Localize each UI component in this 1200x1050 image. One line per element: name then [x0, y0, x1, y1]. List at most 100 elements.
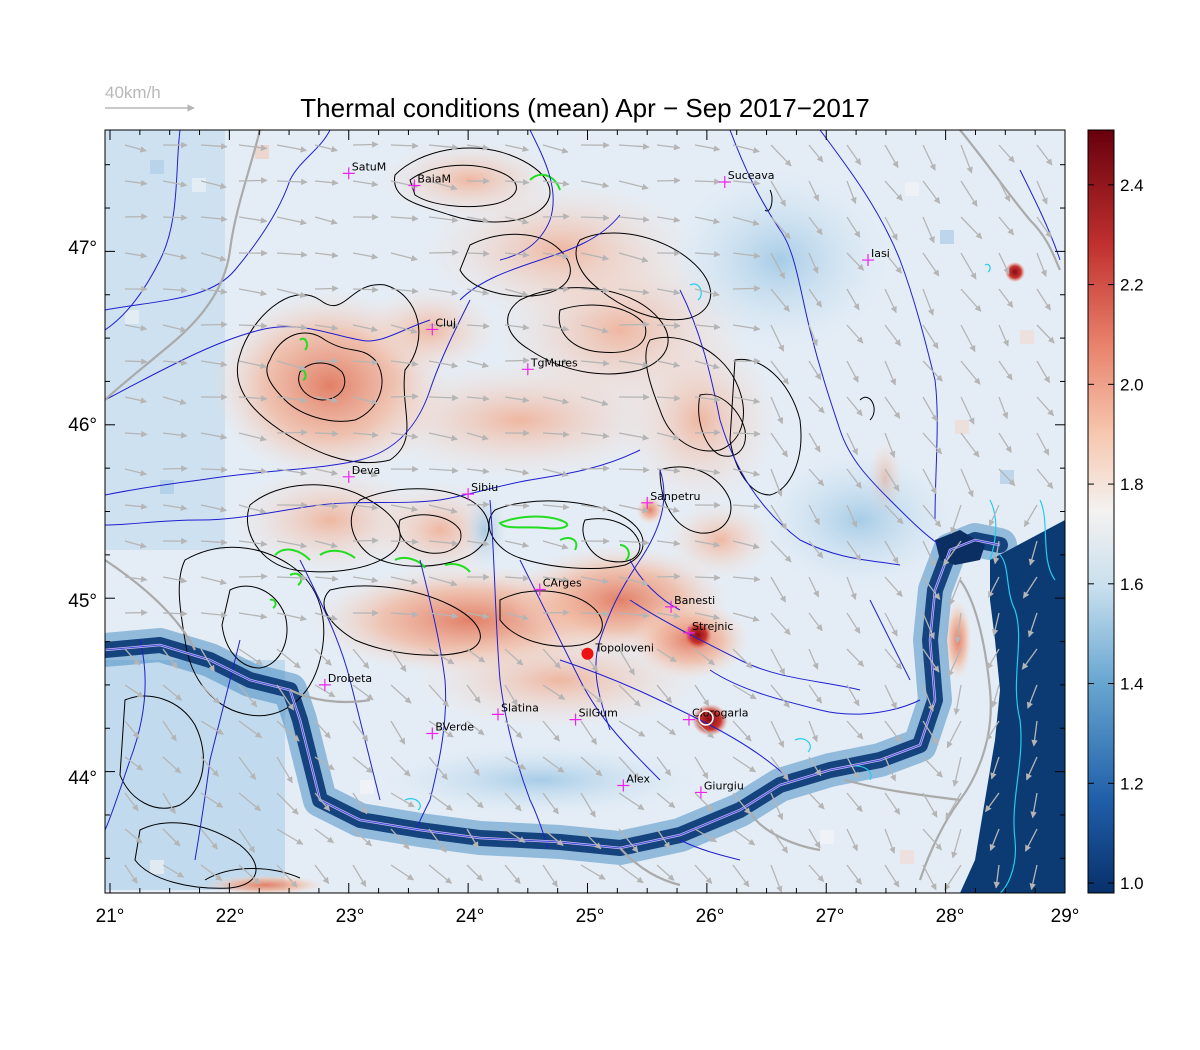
- wind-arrow: [162, 286, 188, 294]
- wind-arrow: [998, 216, 1015, 236]
- wind-arrow: [542, 792, 559, 815]
- wind-arrow: [846, 180, 857, 205]
- colorbar-tick-label: 1.2: [1120, 774, 1144, 793]
- city-cross-icon: [342, 470, 355, 483]
- wind-arrow: [998, 396, 1009, 420]
- colorbar: 1.0 1.2 1.4 1.6 1.8 2.0 2.2 2.4: [1087, 129, 1144, 894]
- wind-arrow: [200, 720, 224, 735]
- wind-arrow: [124, 144, 147, 153]
- wind-arrow: [770, 504, 788, 531]
- wind-arrow: [960, 216, 983, 240]
- wind-arrow: [238, 648, 263, 666]
- wind-arrow: [428, 612, 459, 620]
- wind-arrow: [428, 684, 449, 707]
- wind-arrow: [504, 251, 530, 258]
- wind-arrow: [732, 396, 761, 405]
- wind-arrow: [314, 756, 335, 771]
- city-cross-icon: [617, 779, 630, 792]
- summit-contours: [269, 173, 630, 609]
- wind-arrow: [732, 144, 760, 154]
- wind-arrow: [352, 431, 379, 439]
- wind-arrow: [200, 756, 219, 777]
- wind-arrow: [580, 792, 596, 818]
- wind-arrow: [162, 432, 188, 439]
- wind-arrow: [922, 828, 943, 851]
- wind-arrow: [1029, 864, 1038, 891]
- wind-arrow: [428, 467, 459, 474]
- wind-arrow: [732, 756, 757, 773]
- wind-arrow: [314, 864, 330, 885]
- wind-arrow: [884, 288, 897, 314]
- wind-arrow: [991, 684, 1000, 708]
- colorbar-tick-label: 2.0: [1120, 375, 1144, 394]
- wind-arrow: [124, 179, 148, 187]
- wind-arrow: [808, 288, 823, 308]
- wind-arrow: [1036, 396, 1055, 417]
- wind-arrow: [808, 252, 819, 274]
- wind-arrow: [949, 576, 962, 606]
- wind-arrow: [808, 576, 820, 598]
- wind-arrow: [276, 828, 304, 845]
- wind-arrow: [884, 720, 902, 743]
- wind-arrow: [694, 288, 720, 297]
- city-marker: Sanpetru: [641, 490, 700, 509]
- wind-arrow: [580, 756, 603, 777]
- city-marker: Suceava: [718, 169, 775, 189]
- wind-arrow: [656, 539, 681, 547]
- city-label: SilGum: [579, 707, 618, 720]
- wind-arrow: [618, 828, 639, 853]
- city-label: BVerde: [435, 720, 474, 733]
- wind-arrow: [884, 360, 896, 386]
- wind-arrow: [314, 468, 339, 476]
- wind-arrow: [694, 864, 713, 884]
- city-marker: SilGum: [569, 707, 618, 726]
- wind-arrow: [200, 321, 228, 328]
- wind-arrow: [314, 612, 338, 621]
- wind-arrow: [352, 648, 370, 669]
- x-tick-label: 28°: [936, 906, 965, 927]
- city-cross-icon: [426, 727, 439, 740]
- wind-arrow: [770, 288, 790, 312]
- wind-arrow: [922, 684, 934, 712]
- city-marker: Alex: [617, 772, 650, 792]
- wind-arrow: [884, 144, 899, 169]
- city-marker: Giurgiu: [694, 779, 744, 799]
- wind-arrow: [656, 684, 673, 704]
- wind-arrow: [618, 252, 649, 263]
- wind-arrow: [580, 504, 610, 512]
- wind-arrow: [542, 468, 569, 478]
- wind-arrow: [200, 215, 228, 223]
- x-axis-labels: 21° 22° 23° 24° 25° 26° 27° 28° 29°: [96, 906, 1080, 927]
- wind-arrow: [770, 144, 792, 167]
- wind-arrow: [694, 250, 721, 258]
- wind-vectors: [124, 141, 1055, 893]
- wind-arrow: [428, 432, 458, 442]
- wind-arrow: [998, 252, 1010, 275]
- wind-arrow: [922, 540, 936, 567]
- wind-arrow: [542, 396, 570, 405]
- city-cross-icon: [694, 786, 707, 799]
- wind-arrow: [770, 576, 787, 603]
- wind-arrow: [988, 504, 1000, 527]
- wind-arrow: [276, 251, 308, 258]
- wind-arrow: [618, 432, 650, 441]
- colorbar-gradient: [1087, 129, 1115, 894]
- wind-arrow: [466, 216, 490, 224]
- wind-arrow: [314, 251, 339, 259]
- wind-arrow: [1036, 324, 1055, 344]
- wind-arrow: [998, 144, 1015, 163]
- wind-arrow: [1036, 468, 1054, 489]
- wind-arrow: [200, 252, 227, 262]
- wind-arrow: [1036, 180, 1048, 205]
- wind-arrow: [352, 756, 373, 774]
- wind-arrow: [580, 610, 610, 618]
- wind-arrow: [542, 503, 570, 511]
- wind-arrow: [200, 432, 228, 440]
- wind-arrow: [162, 504, 188, 512]
- wind-arrow: [922, 612, 935, 640]
- city-cross-icon: [682, 713, 695, 726]
- city-marker: BaiaM: [408, 172, 451, 192]
- wind-arrow: [314, 720, 331, 739]
- wind-arrow: [922, 252, 940, 277]
- wind-arrow: [808, 684, 823, 704]
